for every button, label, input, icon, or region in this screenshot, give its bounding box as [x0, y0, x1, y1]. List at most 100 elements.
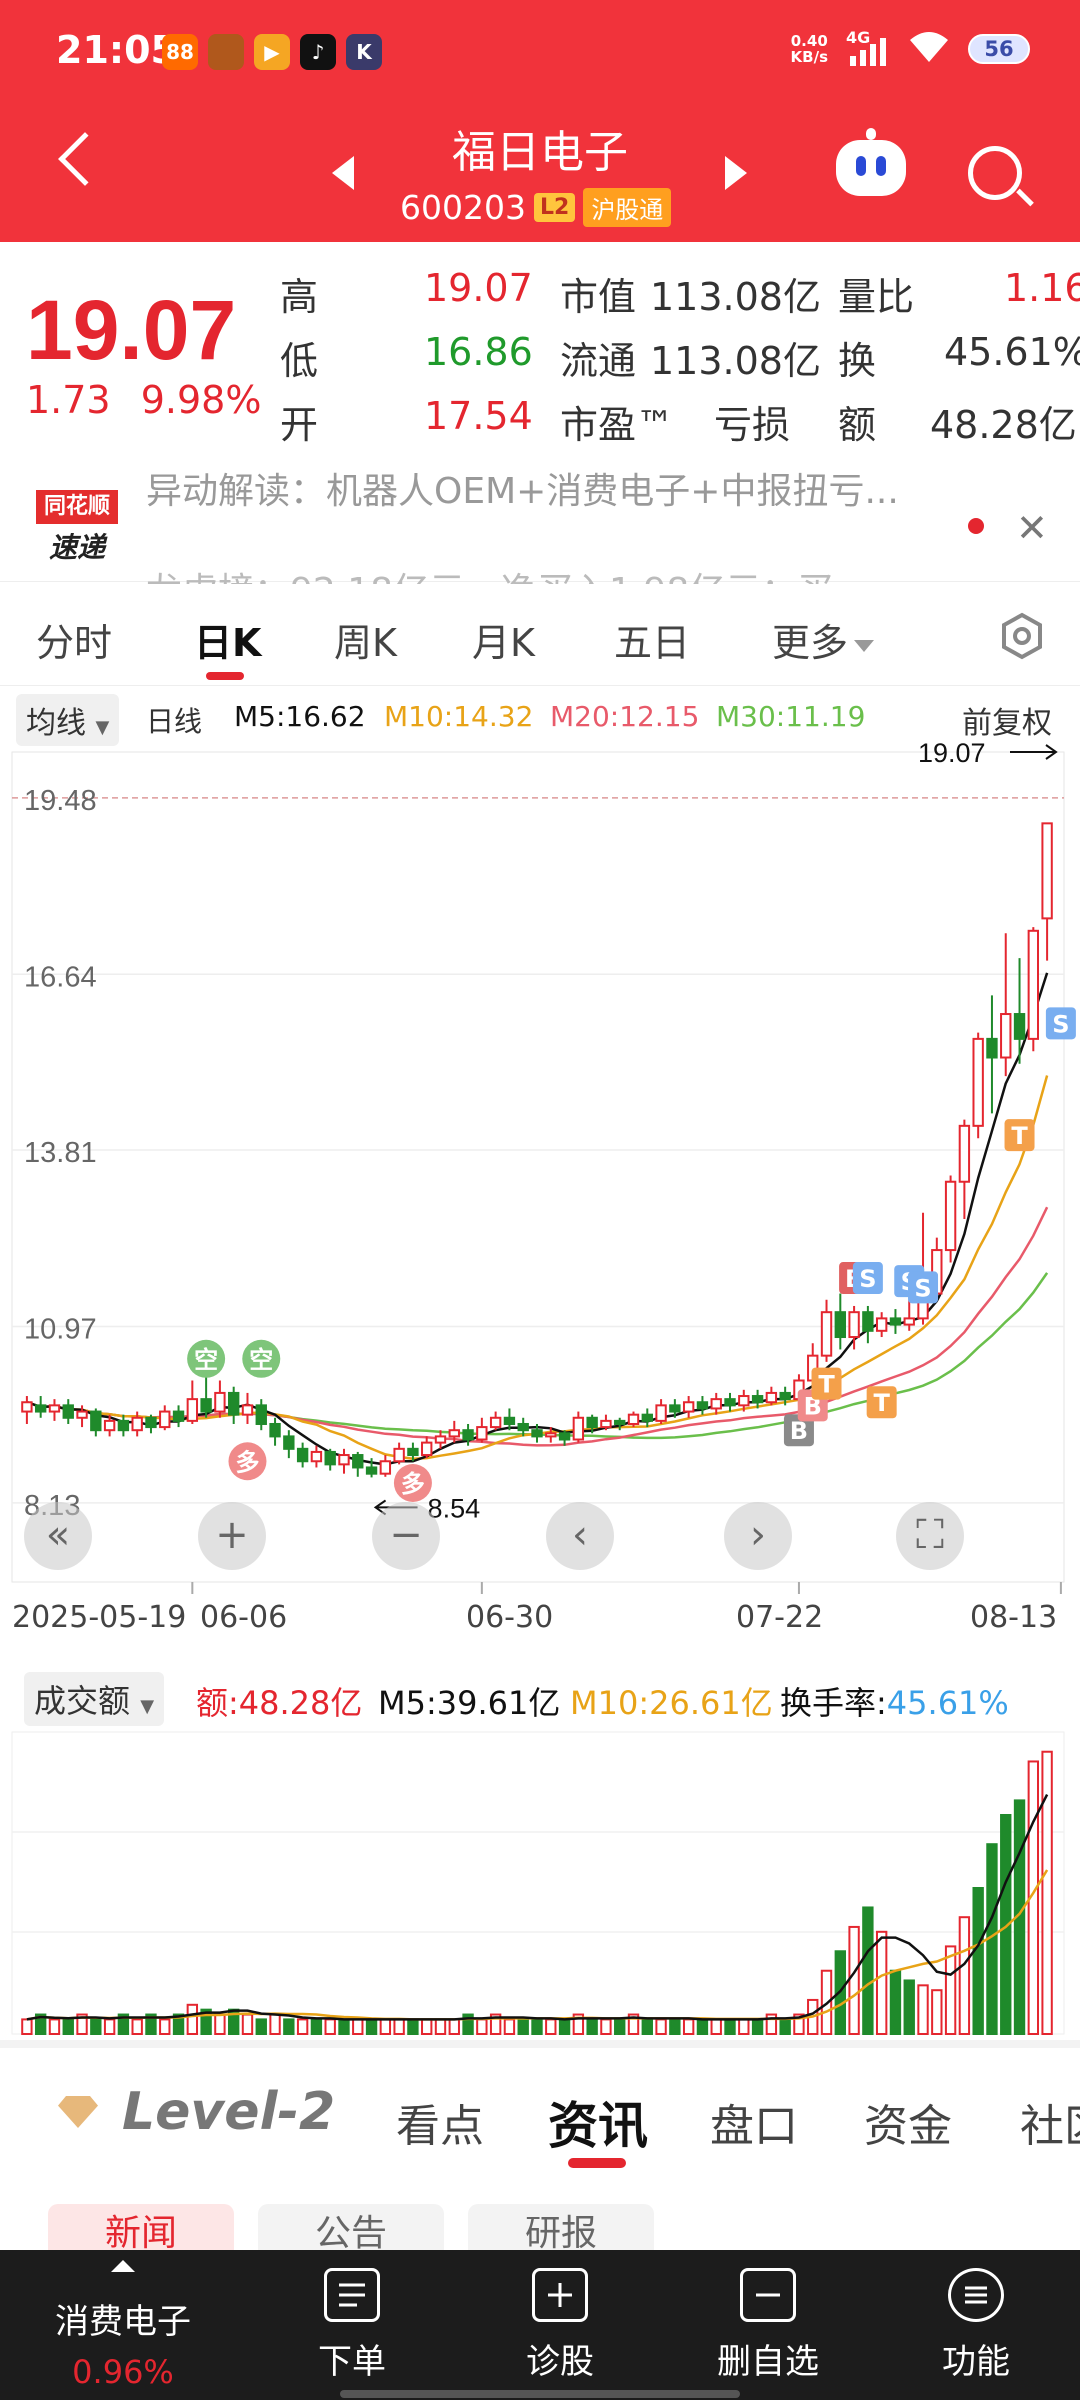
menu-icon	[948, 2268, 1004, 2322]
candle	[531, 1429, 543, 1438]
search-icon[interactable]	[968, 146, 1022, 200]
game-avatar-icon	[208, 34, 244, 70]
volume-bar	[848, 1925, 860, 2035]
candle	[765, 1391, 778, 1404]
volume-bar	[352, 2018, 364, 2035]
ths-express-logo: 同花顺 速递	[36, 490, 118, 566]
tab-daily-k[interactable]: 日K	[194, 621, 262, 665]
tab-orderbook[interactable]: 盘口	[710, 2101, 798, 2152]
volume-bar	[90, 2018, 102, 2035]
control-glyph: ›	[750, 1512, 766, 1558]
volume-bar	[531, 2018, 543, 2035]
level2-entry[interactable]: Level-2	[58, 2082, 335, 2142]
tab-highlights[interactable]: 看点	[396, 2101, 484, 2152]
news-second-line: 龙虎榜：92.18亿元，净买入1.98亿元；买	[146, 562, 966, 584]
x-label-4: 07-22	[736, 1600, 824, 1635]
signal-label: S	[859, 1265, 876, 1293]
volume-chart[interactable]	[0, 1724, 1080, 2044]
x-label-start: 2025-05-19	[12, 1600, 187, 1635]
volume-bar	[186, 2003, 199, 2035]
home-indicator	[340, 2390, 740, 2398]
signal-badge	[783, 1414, 814, 1447]
ma-period: 日线	[146, 705, 203, 738]
candle	[324, 1450, 336, 1466]
chart-frame	[11, 751, 1065, 1583]
prev-stock-icon[interactable]	[332, 156, 354, 190]
tab-intraday[interactable]: 分时	[36, 621, 113, 665]
candle	[724, 1398, 736, 1407]
signal-label: T	[873, 1389, 890, 1417]
back-icon[interactable]	[58, 132, 112, 186]
tab-five-day[interactable]: 五日	[614, 621, 691, 665]
nav-functions-label: 功能	[942, 2342, 1010, 2382]
signal-icon: 4G	[846, 28, 890, 66]
fullscreen-icon[interactable]: ⛶	[896, 1502, 964, 1570]
tab-more[interactable]: 更多	[772, 612, 875, 667]
nav-diagnose[interactable]: 诊股	[500, 2268, 620, 2383]
ma5-value: M5:16.62	[234, 700, 366, 733]
tab-weekly-k[interactable]: 周K	[334, 621, 397, 665]
news-ticker[interactable]	[0, 452, 1080, 582]
close-icon[interactable]: ✕	[1016, 506, 1048, 550]
candle	[682, 1401, 695, 1413]
nav-functions[interactable]: 功能	[916, 2268, 1036, 2383]
tab-monthly-k[interactable]: 月K	[472, 621, 535, 665]
network-type: 4G	[846, 28, 871, 47]
ma-dropdown[interactable]: 均线 ▼	[16, 694, 120, 746]
tab-capital[interactable]: 资金	[864, 2101, 952, 2152]
scroll-left-icon[interactable]: ‹	[546, 1502, 614, 1570]
candle	[958, 1124, 971, 1183]
tab-news-info[interactable]: 资讯	[548, 2097, 648, 2155]
nav-remove-watchlist[interactable]: 删自选	[708, 2268, 828, 2383]
signal-badge	[852, 1262, 883, 1295]
chevron-down-icon	[854, 639, 875, 652]
news-headline[interactable]: 异动解读：机器人OEM+消费电子+中报扭亏...	[146, 471, 899, 512]
zoom-minus-icon[interactable]: −	[372, 1502, 440, 1570]
volume-indicator-dropdown[interactable]: 成交额 ▼	[24, 1672, 165, 1726]
kline-chart[interactable]: 19.4816.6413.8110.978.13空空多多BBTTBSSSTS19…	[0, 742, 1080, 1600]
nav-order[interactable]: 下单	[292, 2268, 412, 2383]
candle	[889, 1317, 902, 1326]
volume-bar	[145, 2013, 157, 2035]
volume-bar	[793, 2013, 805, 2035]
nav-remove-label: 删自选	[717, 2342, 819, 2382]
candle	[186, 1398, 199, 1422]
control-bg	[24, 1502, 92, 1570]
zoom-out-history-icon[interactable]: «	[24, 1502, 92, 1570]
candle	[986, 1037, 998, 1059]
candle	[131, 1416, 143, 1432]
ma10-value: M10:14.32	[384, 700, 534, 733]
volume-bar	[117, 2013, 130, 2035]
volume-bar	[379, 2018, 392, 2035]
y-tick-label: 10.97	[24, 1313, 97, 1345]
volume-bar	[572, 2013, 585, 2035]
next-stock-icon[interactable]	[725, 156, 747, 190]
signal-badge	[811, 1367, 842, 1400]
unread-dot	[968, 518, 984, 534]
tab-community[interactable]: 社区	[1020, 2101, 1080, 2152]
volume-bar	[283, 2018, 295, 2035]
volume-ma5-line	[26, 1794, 1049, 2021]
candle	[503, 1416, 516, 1425]
candle	[200, 1398, 212, 1413]
zoom-in-icon[interactable]: +	[198, 1502, 266, 1570]
volume-bar	[103, 2018, 116, 2035]
robot-assistant-icon[interactable]	[836, 128, 906, 196]
volume-bar	[1000, 1814, 1012, 2035]
volume-bar	[255, 2018, 267, 2035]
volume-bar	[972, 1887, 984, 2035]
signal-label: T	[818, 1371, 835, 1399]
stock-name: 福日电子	[452, 127, 628, 178]
volume-bar	[862, 1906, 874, 2035]
candle	[21, 1401, 33, 1413]
sector-shortcut[interactable]: 消费电子 0.96%	[48, 2260, 198, 2391]
volume-bar	[131, 2018, 143, 2035]
amount-value: 48.28亿	[930, 403, 1077, 447]
tiktok-icon: ♪	[300, 34, 336, 70]
volume-bar	[682, 2018, 695, 2035]
adjust-mode[interactable]: 前复权	[962, 706, 1052, 741]
chart-settings-icon[interactable]	[998, 612, 1046, 660]
scroll-right-icon[interactable]: ›	[724, 1502, 792, 1570]
candle	[655, 1404, 667, 1422]
signal-label: S	[1052, 1010, 1069, 1038]
